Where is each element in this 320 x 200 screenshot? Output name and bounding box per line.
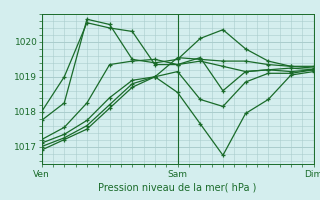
X-axis label: Pression niveau de la mer( hPa ): Pression niveau de la mer( hPa ) bbox=[99, 183, 257, 193]
